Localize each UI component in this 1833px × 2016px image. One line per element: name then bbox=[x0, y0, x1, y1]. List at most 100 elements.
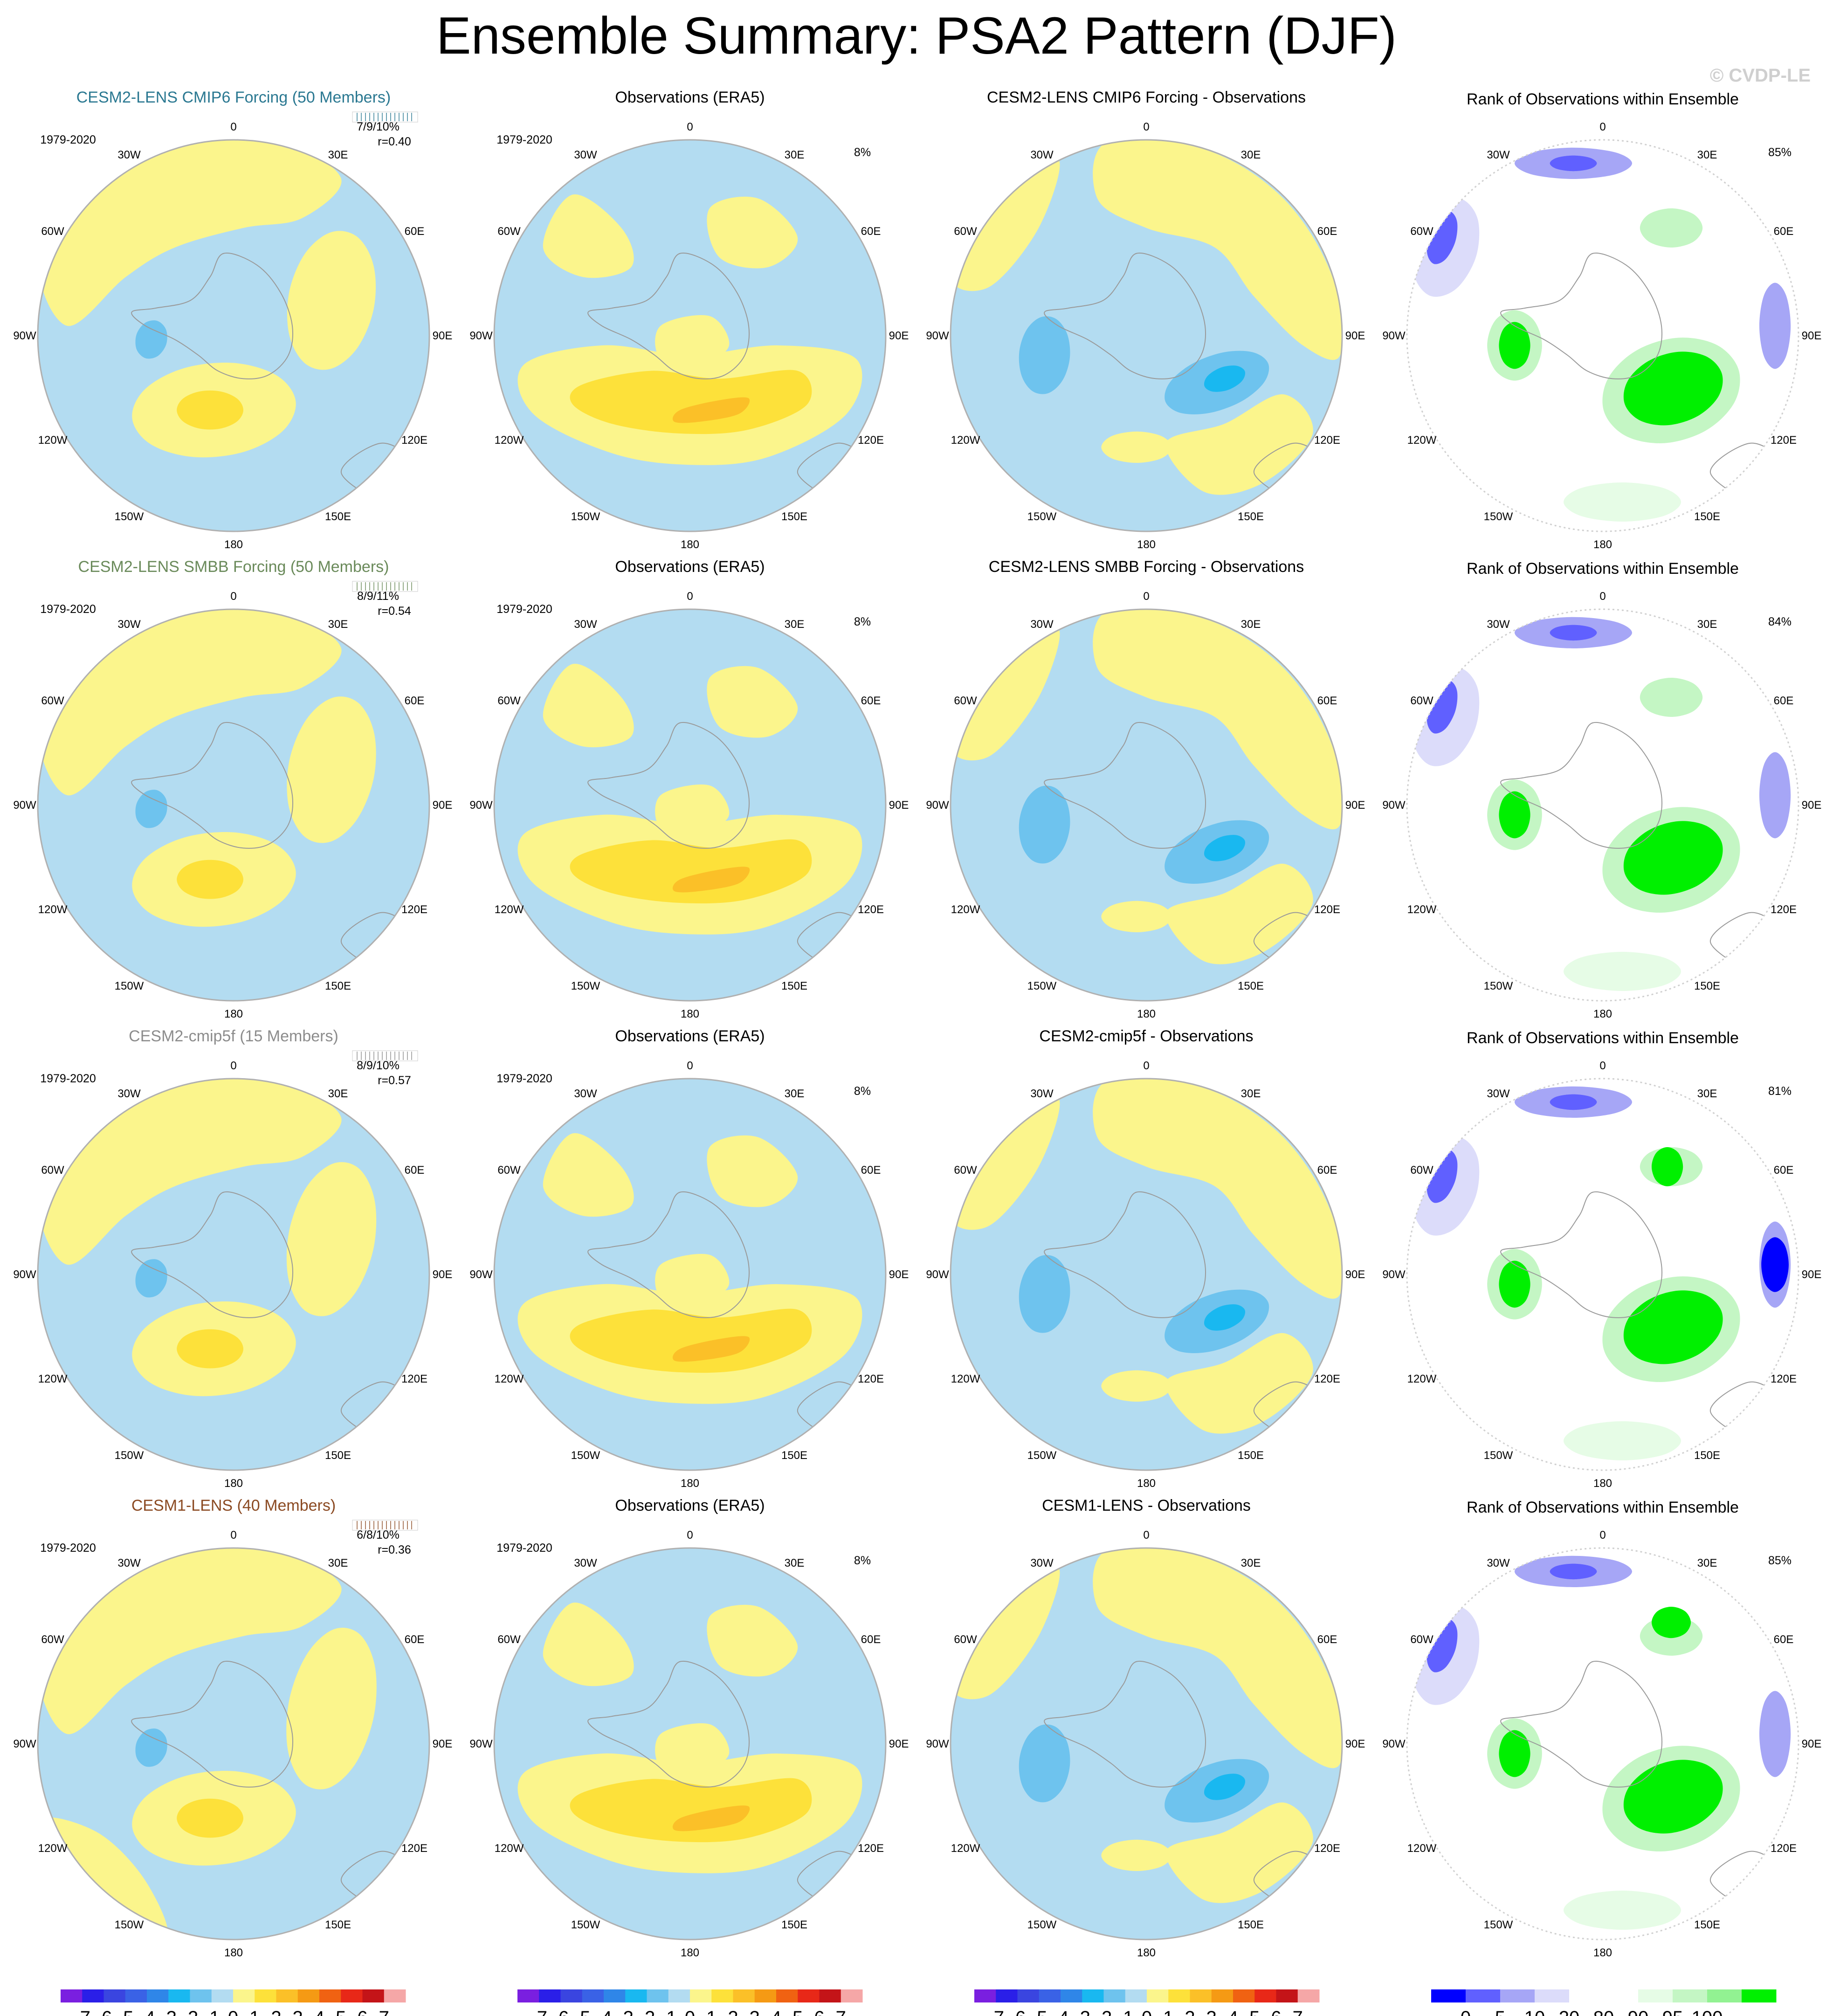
map-frame bbox=[37, 139, 430, 532]
map-panel-r4-c2: 0 30E 60E 90E 120E 150E 180 150W 120W 90W 60W 30W bbox=[469, 1529, 909, 1959]
lon-label: 120W bbox=[1407, 1373, 1437, 1385]
colorbar-swatch bbox=[255, 1989, 276, 2002]
diff-panel-title: CESM2-LENS SMBB Forcing - Observations bbox=[989, 558, 1304, 576]
lon-label: 30E bbox=[1697, 1557, 1717, 1569]
lon-label: 30W bbox=[574, 149, 597, 161]
contour-region bbox=[1564, 952, 1681, 991]
contour-region bbox=[1093, 609, 1342, 830]
lon-label: 120E bbox=[401, 903, 427, 916]
colorbar-tick-label: -5 bbox=[574, 2008, 591, 2016]
map-field bbox=[38, 1548, 429, 1940]
colorbar-tick-label: 10 bbox=[1524, 2008, 1545, 2016]
colorbar-swatch bbox=[125, 1989, 147, 2002]
lon-label: 0 bbox=[687, 121, 693, 133]
lon-label: 60E bbox=[405, 1633, 425, 1646]
map-panel-r2-c2: 0 30E 60E 90E 120E 150E 180 150W 120W 90W 60W 30W bbox=[469, 590, 909, 1020]
contour-region bbox=[1759, 752, 1791, 839]
lon-label: 0 bbox=[230, 1060, 236, 1072]
lon-label: 90W bbox=[1382, 330, 1406, 342]
coastline-antarctica bbox=[131, 1191, 294, 1318]
lon-label: 60E bbox=[1774, 1633, 1794, 1646]
colorbar-tick-label: 0 bbox=[1461, 2008, 1471, 2016]
colorbar-tick-label: 5 bbox=[792, 2008, 803, 2016]
lon-label: 30W bbox=[117, 618, 141, 631]
lon-label: 90E bbox=[889, 330, 909, 342]
lon-label: 30W bbox=[117, 1557, 141, 1569]
map-field bbox=[494, 1548, 886, 1940]
contour-region bbox=[1204, 835, 1246, 861]
lon-label: 30E bbox=[785, 1087, 805, 1100]
model-panel-title: CESM2-LENS CMIP6 Forcing (50 Members) bbox=[76, 89, 391, 106]
lon-label: 90E bbox=[1802, 1268, 1822, 1281]
pattern-correlation: r=0.36 bbox=[378, 1543, 411, 1556]
lon-label: 120W bbox=[38, 1842, 68, 1855]
map-frame bbox=[950, 1547, 1343, 1940]
lon-label: 90E bbox=[433, 330, 453, 342]
contour-region bbox=[287, 231, 376, 370]
colorbar-swatch bbox=[319, 1989, 341, 2002]
map-frame bbox=[493, 1547, 887, 1940]
colorbar-tick-label: 95 bbox=[1662, 2008, 1683, 2016]
contour-region bbox=[39, 1548, 342, 1734]
lon-label: 30W bbox=[117, 1087, 141, 1100]
lon-label: 150W bbox=[1484, 1449, 1513, 1462]
colorbar-tick-label: -7 bbox=[74, 2008, 90, 2016]
colorbar-tick-label: 2 bbox=[1185, 2008, 1195, 2016]
lon-label: 180 bbox=[224, 1008, 243, 1020]
diff-panel-title: CESM1-LENS - Observations bbox=[1042, 1497, 1251, 1514]
lon-label: 90E bbox=[889, 1268, 909, 1281]
lon-label: 120W bbox=[495, 903, 524, 916]
colorbar-tick-label: 3 bbox=[1206, 2008, 1217, 2016]
lon-label: 120E bbox=[1771, 1373, 1797, 1385]
lon-label: 60E bbox=[1317, 1633, 1337, 1646]
contour-region bbox=[1623, 351, 1723, 426]
coastline-antarctica bbox=[1044, 1191, 1206, 1318]
period-label: 1979-2020 bbox=[40, 133, 96, 146]
contour-region bbox=[1550, 625, 1597, 641]
map-frame bbox=[1406, 1547, 1799, 1940]
obs-variance-pct: 8% bbox=[854, 1554, 871, 1567]
obs-panel-title: Observations (ERA5) bbox=[615, 1027, 765, 1045]
lon-label: 90E bbox=[1802, 799, 1822, 812]
colorbar: -7-6-5-4-3-2-101234567hPa bbox=[517, 1989, 863, 2016]
lon-label: 60W bbox=[954, 1164, 977, 1177]
colorbar-swatch bbox=[103, 1989, 126, 2002]
lon-label: 60E bbox=[1317, 1164, 1337, 1177]
lon-label: 60E bbox=[861, 1633, 881, 1646]
colorbar-swatch bbox=[1431, 1989, 1466, 2002]
colorbar-swatch bbox=[668, 1989, 690, 2002]
colorbar-swatch bbox=[1082, 1989, 1104, 2002]
lon-label: 30E bbox=[1697, 1087, 1717, 1100]
colorbar-swatch bbox=[61, 1989, 83, 2002]
contour-region bbox=[570, 839, 812, 904]
colorbar-tick-label: 100 bbox=[1692, 2008, 1723, 2016]
contour-region bbox=[1101, 1839, 1172, 1871]
contour-region bbox=[1019, 1724, 1070, 1803]
contour-region bbox=[570, 370, 812, 434]
coastline-antarctica bbox=[587, 1191, 750, 1318]
colorbar-tick-label: 4 bbox=[771, 2008, 781, 2016]
period-label: 1979-2020 bbox=[496, 603, 552, 616]
map-panel-r1-c2: 0 30E 60E 90E 120E 150E 180 150W 120W 90W 60W 30W bbox=[469, 121, 909, 551]
lon-label: 30E bbox=[1697, 149, 1717, 161]
map-panel-r1-c1: 0 30E 60E 90E 120E 150E 180 150W 120W 90W 60W 30W bbox=[13, 121, 452, 551]
lon-label: 0 bbox=[1599, 121, 1606, 133]
colorbar-tick-label: -2 bbox=[1096, 2008, 1112, 2016]
model-panel-title: CESM1-LENS (40 Members) bbox=[131, 1497, 336, 1514]
ensemble-spread-box bbox=[352, 581, 418, 592]
lon-label: 180 bbox=[681, 538, 699, 551]
lon-label: 150W bbox=[1484, 510, 1513, 523]
ensemble-stat: 8/9/10% bbox=[357, 1059, 400, 1072]
lon-label: 120E bbox=[1771, 903, 1797, 916]
map-field bbox=[38, 1079, 429, 1470]
period-label: 1979-2020 bbox=[40, 603, 96, 616]
map-ocean bbox=[1407, 1079, 1799, 1470]
map-panel-r1-c4: 0 30E 60E 90E 120E 150E 180 150W 120W 90W 60W 30W bbox=[1382, 121, 1821, 551]
map-panel-r2-c3: 0 30E 60E 90E 120E 150E 180 150W 120W 90W 60W 30W bbox=[926, 590, 1365, 1020]
colorbar-swatch bbox=[341, 1989, 363, 2002]
contour-region bbox=[135, 320, 167, 359]
lon-label: 60E bbox=[861, 695, 881, 707]
colorbar-tick-label: -7 bbox=[987, 2008, 1004, 2016]
coastline-antarctica bbox=[1044, 252, 1206, 379]
colorbar-tick-label: 80 bbox=[1593, 2008, 1614, 2016]
